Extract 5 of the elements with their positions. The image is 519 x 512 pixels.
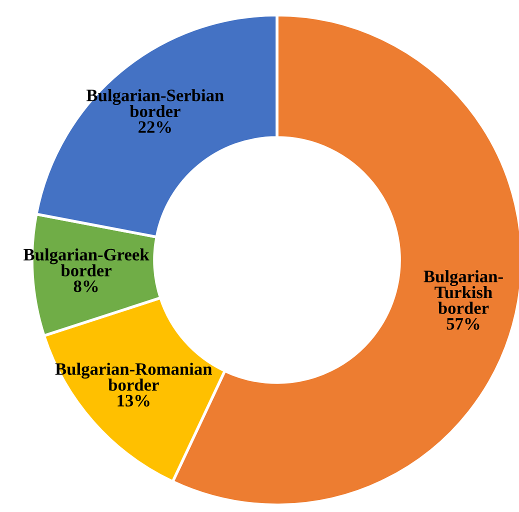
data-label: 8% <box>74 280 98 292</box>
data-label: 22% <box>138 121 171 133</box>
data-label: 13% <box>118 394 150 407</box>
slice-label: Bulgarian-Turkish border <box>424 270 503 314</box>
data-label: 57% <box>446 318 480 330</box>
